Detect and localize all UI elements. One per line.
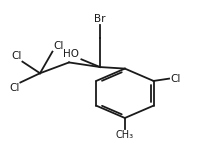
Text: CH₃: CH₃ — [116, 130, 134, 140]
Text: HO: HO — [63, 49, 79, 59]
Text: Cl: Cl — [9, 83, 19, 93]
Text: Cl: Cl — [11, 51, 21, 61]
Text: Br: Br — [94, 14, 106, 24]
Text: Cl: Cl — [53, 41, 64, 51]
Text: Cl: Cl — [170, 74, 181, 84]
